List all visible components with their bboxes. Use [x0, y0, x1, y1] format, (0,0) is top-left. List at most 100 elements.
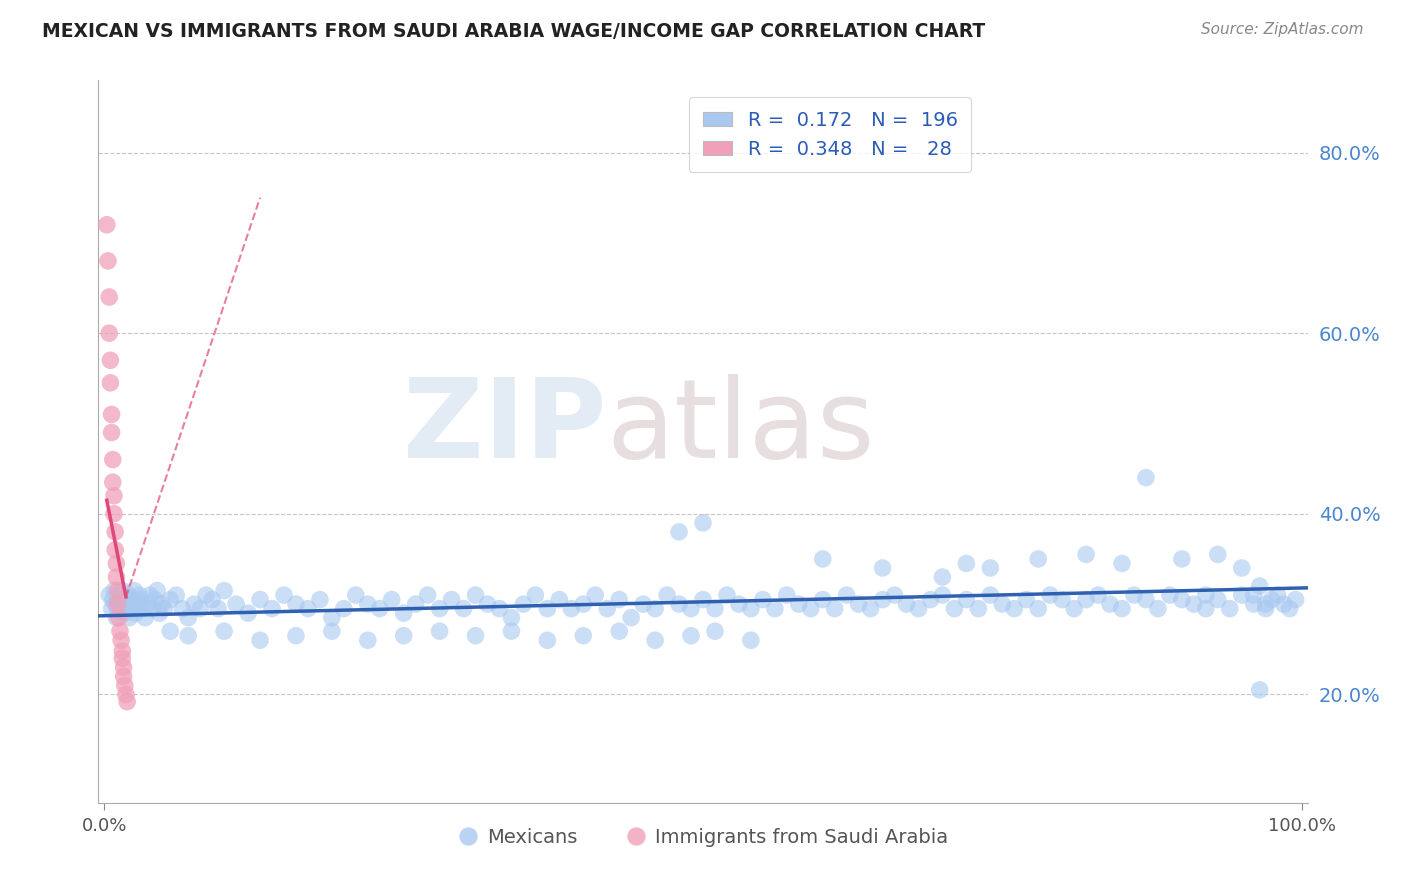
Point — [631, 597, 654, 611]
Point — [464, 629, 486, 643]
Point — [488, 601, 510, 615]
Point — [501, 624, 523, 639]
Point — [100, 601, 122, 615]
Point — [1206, 548, 1229, 562]
Point — [429, 601, 451, 615]
Point — [1063, 601, 1085, 615]
Point — [800, 601, 823, 615]
Point — [583, 588, 606, 602]
Point — [1050, 592, 1073, 607]
Text: MEXICAN VS IMMIGRANTS FROM SAUDI ARABIA WAGE/INCOME GAP CORRELATION CHART: MEXICAN VS IMMIGRANTS FROM SAUDI ARABIA … — [42, 22, 986, 41]
Point — [464, 588, 486, 602]
Point — [596, 601, 619, 615]
Point — [536, 601, 558, 615]
Point — [763, 601, 786, 615]
Point — [333, 601, 356, 615]
Point — [1182, 597, 1205, 611]
Point — [1135, 471, 1157, 485]
Point — [112, 669, 135, 683]
Point — [1195, 588, 1218, 602]
Point — [872, 592, 894, 607]
Point — [1243, 588, 1265, 602]
Point — [104, 524, 127, 539]
Point — [249, 592, 271, 607]
Point — [105, 570, 128, 584]
Legend: Mexicans, Immigrants from Saudi Arabia: Mexicans, Immigrants from Saudi Arabia — [450, 820, 956, 855]
Point — [111, 644, 134, 658]
Point — [607, 592, 630, 607]
Point — [110, 601, 132, 615]
Point — [1074, 592, 1097, 607]
Point — [1026, 552, 1049, 566]
Point — [101, 592, 124, 607]
Point — [1219, 601, 1241, 615]
Point — [100, 376, 122, 390]
Point — [172, 601, 194, 615]
Text: atlas: atlas — [606, 374, 875, 481]
Point — [679, 629, 702, 643]
Point — [297, 601, 319, 615]
Point — [416, 588, 439, 602]
Point — [107, 601, 129, 615]
Point — [225, 597, 247, 611]
Point — [159, 624, 181, 639]
Point — [212, 624, 235, 639]
Point — [979, 561, 1001, 575]
Point — [620, 610, 643, 624]
Point — [122, 592, 145, 607]
Point — [148, 606, 170, 620]
Point — [848, 597, 870, 611]
Point — [644, 601, 666, 615]
Point — [1135, 592, 1157, 607]
Point — [872, 561, 894, 575]
Point — [124, 583, 146, 598]
Point — [1074, 548, 1097, 562]
Point — [120, 597, 142, 611]
Point — [115, 601, 138, 615]
Point — [357, 633, 380, 648]
Point — [111, 651, 134, 665]
Point — [107, 592, 129, 607]
Point — [141, 601, 163, 615]
Point — [177, 610, 200, 624]
Point — [159, 592, 181, 607]
Point — [679, 601, 702, 615]
Point — [107, 597, 129, 611]
Point — [321, 610, 343, 624]
Point — [1284, 592, 1306, 607]
Point — [101, 475, 124, 490]
Point — [1254, 601, 1277, 615]
Point — [752, 592, 775, 607]
Point — [344, 588, 367, 602]
Point — [117, 588, 139, 602]
Point — [835, 588, 858, 602]
Point — [811, 592, 834, 607]
Point — [1111, 557, 1133, 571]
Point — [1249, 682, 1271, 697]
Point — [212, 583, 235, 598]
Point — [572, 597, 595, 611]
Point — [357, 597, 380, 611]
Point — [112, 597, 135, 611]
Point — [121, 601, 143, 615]
Point — [1267, 588, 1289, 602]
Point — [108, 588, 131, 602]
Point — [453, 601, 475, 615]
Point — [100, 425, 122, 440]
Point — [1260, 592, 1282, 607]
Point — [114, 678, 136, 692]
Point — [1015, 592, 1038, 607]
Point — [107, 583, 129, 598]
Point — [1039, 588, 1062, 602]
Point — [668, 597, 690, 611]
Point — [931, 570, 953, 584]
Point — [177, 629, 200, 643]
Point — [100, 408, 122, 422]
Point — [125, 597, 148, 611]
Text: ZIP: ZIP — [404, 374, 606, 481]
Point — [896, 597, 918, 611]
Point — [103, 583, 125, 598]
Point — [1123, 588, 1146, 602]
Point — [124, 606, 146, 620]
Point — [115, 695, 138, 709]
